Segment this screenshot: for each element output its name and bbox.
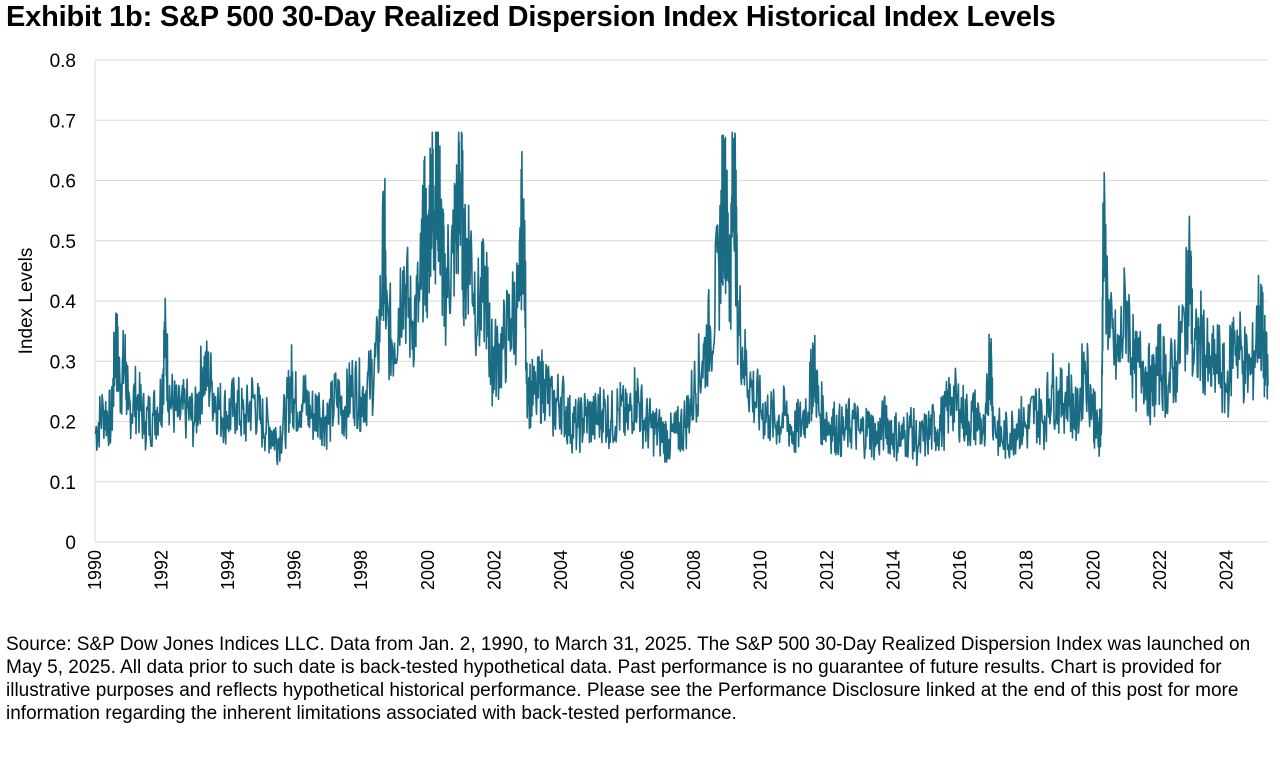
y-tick-label: 0: [65, 533, 76, 554]
y-axis: 0 0.1 0.2 0.3 0.4 0.5 0.6 0.7 0.8: [50, 51, 77, 554]
x-tick-label: 1990: [85, 550, 105, 590]
series-line: [94, 131, 1269, 467]
y-tick-label: 0.7: [50, 111, 76, 132]
y-tick-label: 0.1: [50, 473, 76, 494]
x-tick-label: 2014: [884, 550, 904, 590]
x-tick-label: 2002: [484, 550, 504, 590]
x-tick-label: 2004: [551, 550, 571, 590]
x-tick-label: 2006: [617, 550, 637, 590]
x-tick-label: 2010: [751, 550, 771, 590]
x-tick-label: 2008: [684, 550, 704, 590]
x-tick-label: 1994: [218, 550, 238, 590]
x-tick-label: 1998: [351, 550, 371, 590]
y-tick-label: 0.2: [50, 413, 76, 434]
y-tick-label: 0.5: [50, 232, 76, 253]
x-tick-label: 2000: [418, 550, 438, 590]
source-note: Source: S&P Dow Jones Indices LLC. Data …: [6, 634, 1251, 724]
gridlines: [94, 59, 1268, 543]
y-axis-label: Index Levels: [16, 248, 37, 355]
y-tick-label: 0.6: [50, 172, 76, 193]
x-tick-label: 1996: [285, 550, 305, 590]
x-tick-label: 2016: [950, 550, 970, 590]
x-axis: 1990 1992 1994 1996 1998 2000 2002 2004 2006 2008…: [85, 550, 1236, 590]
x-tick-label: 2020: [1083, 550, 1103, 590]
line-chart: 00.10.20.30.40.50.60.70.8 1990 1992 1994 19…: [16, 51, 1269, 590]
x-tick-label: 2022: [1150, 550, 1170, 590]
y-tick-label: 0.3: [50, 352, 76, 373]
x-tick-label: 2012: [817, 550, 837, 590]
y-tick-label: 0.8: [50, 51, 76, 72]
x-tick-label: 2024: [1216, 550, 1236, 590]
y-tick-label: 0.4: [50, 292, 77, 313]
x-tick-label: 1992: [152, 550, 172, 590]
chart-title: Exhibit 1b: S&P 500 30-Day Realized Disp…: [6, 1, 1056, 33]
x-tick-label: 2018: [1017, 550, 1037, 590]
